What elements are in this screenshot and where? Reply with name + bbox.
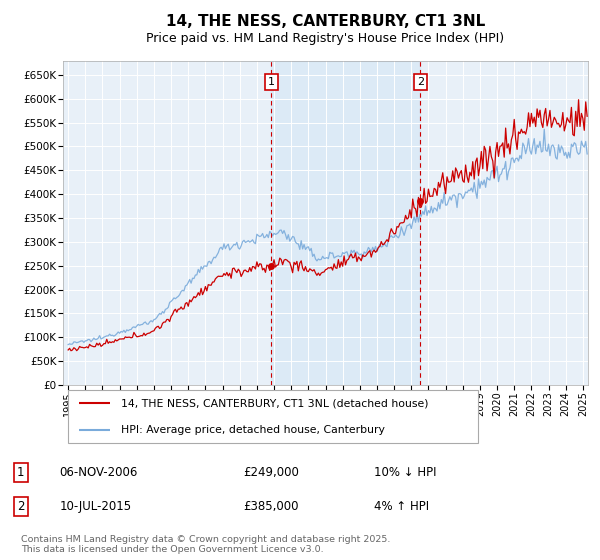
Text: 14, THE NESS, CANTERBURY, CT1 3NL (detached house): 14, THE NESS, CANTERBURY, CT1 3NL (detac…	[121, 398, 428, 408]
FancyBboxPatch shape	[68, 390, 478, 443]
Text: HPI: Average price, detached house, Canterbury: HPI: Average price, detached house, Cant…	[121, 424, 385, 435]
Text: 06-NOV-2006: 06-NOV-2006	[59, 466, 138, 479]
Text: 4% ↑ HPI: 4% ↑ HPI	[374, 500, 430, 512]
Text: 1: 1	[17, 466, 25, 479]
Text: 10% ↓ HPI: 10% ↓ HPI	[374, 466, 437, 479]
Text: £385,000: £385,000	[244, 500, 299, 512]
Text: 2: 2	[17, 500, 25, 512]
Text: Contains HM Land Registry data © Crown copyright and database right 2025.
This d: Contains HM Land Registry data © Crown c…	[21, 535, 390, 554]
Text: 10-JUL-2015: 10-JUL-2015	[59, 500, 131, 512]
Text: £249,000: £249,000	[244, 466, 299, 479]
Text: 14, THE NESS, CANTERBURY, CT1 3NL: 14, THE NESS, CANTERBURY, CT1 3NL	[166, 15, 485, 29]
Text: Price paid vs. HM Land Registry's House Price Index (HPI): Price paid vs. HM Land Registry's House …	[146, 31, 505, 45]
Text: 1: 1	[268, 77, 275, 87]
Text: 2: 2	[417, 77, 424, 87]
Bar	[271, 60, 421, 385]
